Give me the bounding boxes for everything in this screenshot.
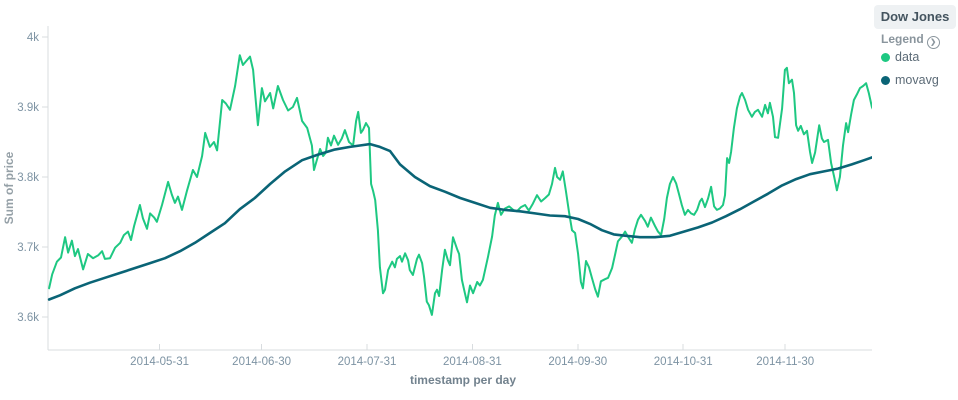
legend-toggle[interactable]: Legend ❯ (881, 32, 940, 49)
y-axis-title: Sum of price (2, 151, 16, 225)
y-tick-label: 3.9k (17, 102, 39, 114)
series-color-dot (881, 52, 890, 62)
x-tick-label: 2014-06-30 (232, 356, 291, 368)
x-tick-label: 2014-08-31 (443, 356, 502, 368)
series-line-movavg[interactable] (47, 142, 878, 301)
legend-collapse-icon: ❯ (926, 36, 940, 49)
y-tick-label: 3.6k (17, 312, 39, 324)
x-tick-label: 2014-05-31 (130, 356, 189, 368)
y-tick-label: 3.7k (17, 242, 39, 254)
series-line-data[interactable] (48, 54, 878, 316)
x-tick-label: 2014-09-30 (548, 356, 607, 368)
axes (42, 26, 876, 351)
panel-title: Dow Jones (874, 5, 956, 29)
x-axis-title: timestamp per day (409, 373, 517, 387)
x-tick-label: 2014-10-31 (654, 356, 713, 368)
tick-labels: 4k 3.9k 3.8k 3.7k 3.6k 2014-05-31 2014-06-30 20… (17, 32, 814, 368)
legend-items: data movavg (881, 50, 939, 96)
legend-item-label: movavg (895, 73, 939, 87)
legend-item-label: data (895, 50, 920, 64)
x-tick-label: 2014-07-31 (338, 356, 397, 368)
y-tick-label: 3.8k (17, 172, 39, 184)
legend-item-movavg[interactable]: movavg (881, 73, 939, 87)
legend-item-data[interactable]: data (881, 50, 939, 64)
x-tick-label: 2014-11-30 (756, 356, 814, 368)
series-color-dot (881, 75, 890, 85)
legend-toggle-label: Legend (881, 32, 924, 46)
y-tick-label: 4k (27, 32, 39, 44)
legend-sidebar: Dow Jones Legend ❯ data movavg (872, 0, 958, 400)
